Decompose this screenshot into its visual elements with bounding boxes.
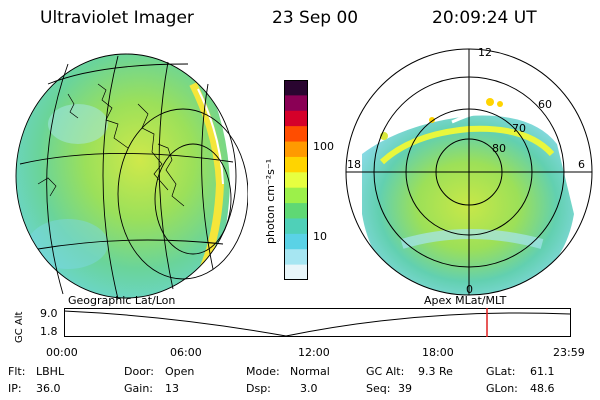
apex-polar-plot <box>345 48 593 296</box>
image-date: 23 Sep 00 <box>272 8 359 28</box>
mlat-label-80: 80 <box>492 142 506 155</box>
mode-label: Mode: <box>246 365 280 378</box>
colorbar-cell <box>284 264 308 280</box>
colorbar-cell <box>284 156 308 173</box>
mlt-label-0: 0 <box>466 283 473 296</box>
colorbar-tick-10: 10 <box>313 230 327 243</box>
colorbar-cell <box>284 80 308 96</box>
colorbar-cell <box>284 249 308 266</box>
glon-label: GLon: <box>486 382 518 395</box>
apex-grid <box>345 48 593 296</box>
colorbar-tick-100: 100 <box>313 140 334 153</box>
geo-grid <box>15 53 248 300</box>
geo-emission-field <box>16 54 236 298</box>
mlt-label-6: 6 <box>578 158 585 171</box>
timeline-ytick-9: 9.0 <box>40 307 58 320</box>
filter-value: LBHL <box>36 365 65 378</box>
colorbar <box>284 80 308 280</box>
gain-value: 13 <box>165 382 179 395</box>
colorbar-cell <box>284 141 308 158</box>
colorbar-cell <box>284 233 308 250</box>
mlat-label-60: 60 <box>538 98 552 111</box>
colorbar-cell <box>284 218 308 235</box>
altitude-curve <box>64 310 571 337</box>
gain-label: Gain: <box>124 382 153 395</box>
geo-coastlines <box>37 83 185 207</box>
timeline-ytick-1-8: 1.8 <box>40 325 58 338</box>
gcalt-value: 9.3 Re <box>418 365 453 378</box>
door-label: Door: <box>124 365 154 378</box>
colorbar-cell <box>284 126 308 143</box>
glat-label: GLat: <box>486 365 516 378</box>
gcalt-label: GC Alt: <box>366 365 405 378</box>
timeline-xtick-4: 23:59 <box>553 346 585 359</box>
mlt-label-12: 12 <box>478 46 492 59</box>
image-time: 20:09:24 UT <box>432 8 537 28</box>
colorbar-unit-label: photon cm⁻²s⁻¹ <box>264 158 277 244</box>
timeline-xtick-2: 12:00 <box>298 346 330 359</box>
apex-caption: Apex MLat/MLT <box>424 294 507 307</box>
colorbar-cell <box>284 203 308 219</box>
dsp-value: 3.0 <box>300 382 318 395</box>
colorbar-cell <box>284 187 308 204</box>
instrument-title: Ultraviolet Imager <box>40 8 194 28</box>
mode-value: Normal <box>290 365 330 378</box>
colorbar-cell <box>284 95 308 112</box>
geographic-caption: Geographic Lat/Lon <box>68 294 176 307</box>
apex-emission-field <box>362 98 574 295</box>
seq-value: 39 <box>398 382 412 395</box>
timeline-axis-label: GC Alt <box>14 311 25 343</box>
mlt-label-18: 18 <box>347 158 361 171</box>
filter-label: Flt: <box>8 365 26 378</box>
door-value: Open <box>165 365 195 378</box>
ip-label: IP: <box>8 382 22 395</box>
seq-label: Seq: <box>366 382 391 395</box>
timeline-xtick-3: 18:00 <box>422 346 454 359</box>
glat-value: 61.1 <box>530 365 555 378</box>
colorbar-cell <box>284 110 308 127</box>
timeline-xtick-1: 06:00 <box>170 346 202 359</box>
colorbar-cell <box>284 172 308 189</box>
orbit-timeline <box>64 308 571 337</box>
dsp-label: Dsp: <box>246 382 271 395</box>
ip-value: 36.0 <box>36 382 61 395</box>
glon-value: 48.6 <box>530 382 555 395</box>
mlat-label-70: 70 <box>512 122 526 135</box>
timeline-xtick-0: 00:00 <box>46 346 78 359</box>
geographic-image <box>15 53 248 300</box>
